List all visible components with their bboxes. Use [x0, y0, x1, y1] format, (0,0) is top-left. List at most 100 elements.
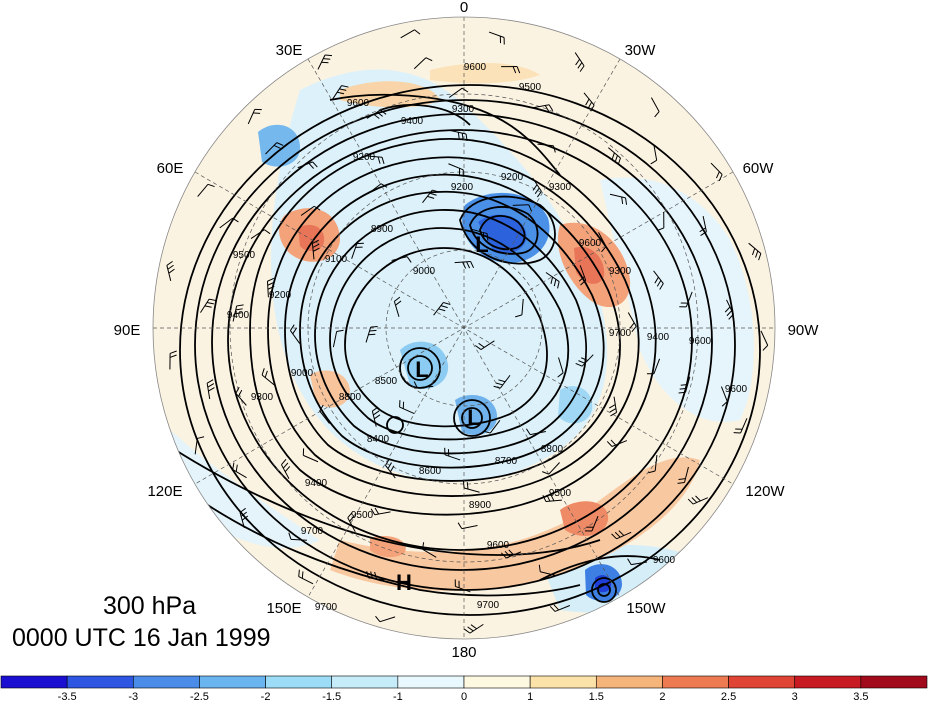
wind-barb: [480, 340, 495, 350]
wind-barb-flag: [687, 498, 694, 505]
colorbar-box: [199, 675, 266, 689]
wind-barb-flag: [462, 480, 465, 489]
wind-barb: [720, 386, 728, 402]
low-center: L: [467, 405, 480, 430]
wind-barb-flag: [508, 549, 514, 556]
wind-barb-flag: [427, 195, 435, 199]
wind-barb-flag: [614, 155, 618, 163]
wind-barb-flag: [366, 570, 369, 579]
wind-barb: [351, 243, 358, 259]
wind-barb-flag: [406, 256, 412, 263]
contour-label: 9300: [549, 182, 572, 193]
wind-barb-flag: [289, 324, 295, 331]
wind-barb-flag: [369, 329, 377, 332]
colorbar-tick-label: 1: [527, 691, 533, 702]
lon-label-90e: 90E: [114, 322, 141, 339]
wind-barb-flag: [374, 507, 380, 515]
lon-label-60w: 60W: [743, 160, 775, 177]
wind-barb-flag: [208, 387, 215, 392]
wind-barb-flag: [575, 58, 581, 66]
wind-barb: [702, 216, 707, 232]
wind-barb: [554, 605, 571, 612]
wind-barb-flag: [276, 142, 284, 146]
wind-barb: [537, 143, 554, 147]
wind-barb-flag: [715, 171, 720, 179]
contour-label: 9600: [725, 384, 748, 395]
wind-barb-flag: [470, 624, 477, 630]
wind-barb-flag: [606, 441, 613, 447]
wind-barb: [219, 217, 233, 229]
wind-barb: [347, 517, 356, 533]
wind-barb: [533, 104, 550, 109]
wind-barb-flag: [312, 243, 320, 248]
wind-barb-flag: [324, 54, 333, 57]
contour-label: 9400: [227, 310, 250, 321]
wind-barb: [232, 469, 247, 479]
wind-barb: [413, 57, 427, 70]
wind-barb: [616, 531, 632, 540]
wind-barb-flag: [751, 248, 756, 256]
wind-barb-flag: [629, 322, 635, 329]
wind-barb-flag: [679, 387, 687, 390]
wind-barb-flag: [457, 522, 463, 529]
wind-barb-flag: [370, 508, 376, 515]
colorbar-box: [595, 675, 663, 689]
wind-barb-flag: [167, 264, 174, 270]
wind-barb: [399, 406, 415, 415]
longitude-labels: 0 30W 60W 90W 120W 150W 180 150E 120E 90…: [114, 0, 820, 661]
wind-barb: [261, 374, 275, 386]
wind-barb-flag: [546, 494, 551, 502]
wind-barb-flag: [550, 276, 554, 284]
contour-label: 8700: [495, 456, 518, 467]
wind-barb-flag: [232, 217, 239, 223]
wind-barb-flag: [236, 304, 244, 307]
wind-barb: [393, 301, 400, 317]
wind-barb-flag: [261, 368, 265, 376]
wind-barb: [579, 265, 587, 281]
wind-barb: [650, 97, 660, 112]
wind-barb-flag: [308, 162, 314, 169]
wind-barb: [235, 392, 247, 406]
wind-barb-flag: [532, 184, 538, 191]
wind-barb-flag: [557, 281, 560, 289]
wind-barb-flag: [301, 571, 304, 579]
wind-barb-flag: [370, 571, 373, 579]
colorbar-tick-label: -3.5: [58, 691, 77, 702]
contour-label: 9200: [353, 152, 376, 163]
colorbar-tick-label: -2.5: [190, 691, 209, 702]
contour-label: 9300: [251, 392, 274, 403]
wind-barb-flag: [264, 370, 268, 378]
wind-barb-flag: [313, 205, 321, 211]
wind-barb: [471, 228, 488, 235]
contour-labels: 9600 9500 9300 9200 9400 9600 9200 9100 …: [227, 62, 748, 613]
wind-barb-flag: [486, 233, 489, 241]
wind-barb: [685, 291, 693, 307]
contour-label: 9400: [647, 332, 670, 343]
wind-barb-flag: [542, 471, 549, 475]
colorbar: -3.5 -3 -2.5 -2 -1.5 -1 0 1 1.5 2 2.5 3 3.5: [0, 675, 928, 702]
wind-barb-flag: [512, 66, 517, 74]
wind-barb-flag: [204, 305, 212, 308]
wind-barb-flag: [700, 231, 707, 237]
wind-barb-flag: [627, 558, 632, 565]
wind-barb: [653, 144, 658, 161]
colorbar-box: [463, 675, 531, 689]
wind-barb: [512, 204, 529, 206]
wind-barb-flag: [267, 285, 275, 290]
wind-barb-flag: [376, 111, 383, 117]
wind-barb-flag: [650, 159, 657, 165]
lon-label-30w: 30W: [625, 42, 657, 59]
wind-barb: [611, 440, 628, 447]
wind-barb-flag: [498, 379, 506, 383]
wind-barb-flag: [654, 276, 659, 284]
wind-barb-flag: [370, 326, 378, 328]
wind-barb-flag: [323, 58, 331, 60]
graticule: [153, 17, 775, 639]
contour-label: 8800: [541, 444, 564, 455]
wind-barb: [422, 548, 437, 558]
wind-barb-flag: [536, 191, 542, 198]
wind-barb-flag: [413, 381, 418, 388]
colorbar-tick-label: 2: [659, 691, 665, 702]
wind-barb-flag: [728, 313, 734, 320]
wind-barb: [653, 358, 661, 374]
